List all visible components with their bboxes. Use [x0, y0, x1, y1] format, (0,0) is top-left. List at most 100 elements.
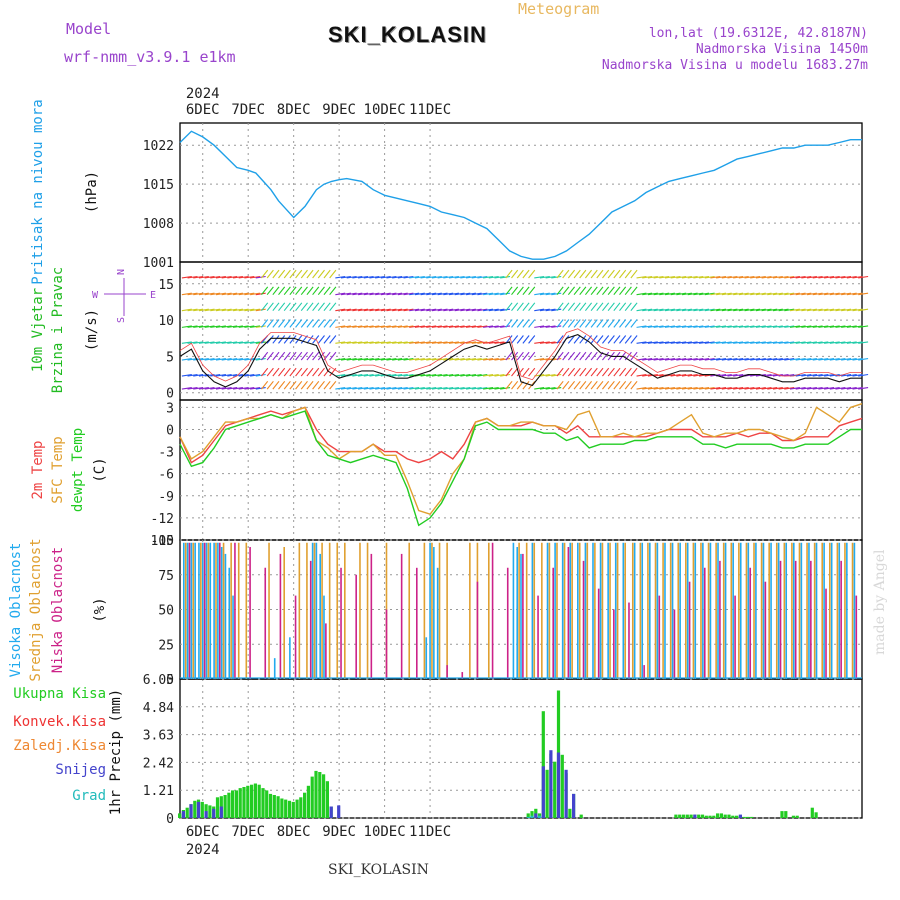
- wind-barb: [789, 387, 800, 390]
- wind-barb: [852, 341, 863, 344]
- wind-barb: [670, 275, 681, 279]
- wind-barb: [664, 341, 675, 344]
- wind-barb: [647, 387, 658, 390]
- wind-barb: [767, 373, 778, 377]
- wind-barb: [778, 308, 789, 312]
- wind-barb: [687, 341, 698, 344]
- wind-barb: [841, 387, 852, 390]
- wind-barb: [772, 308, 783, 312]
- wind-barb: [187, 275, 198, 279]
- y-tick-label: 4.84: [143, 701, 174, 716]
- wind-barb: [767, 275, 778, 279]
- wind-barb: [221, 358, 232, 361]
- wind-barb: [630, 269, 638, 279]
- wind-barb: [477, 308, 488, 312]
- wind-barb: [607, 335, 615, 344]
- wind-barb: [522, 351, 530, 361]
- wind-barb: [437, 275, 448, 279]
- precip-bar-ukupna-kisa: [746, 816, 750, 818]
- wind-barb: [619, 286, 627, 296]
- wind-barb: [437, 292, 448, 296]
- precip-bar-ukupna-kisa: [784, 811, 788, 818]
- precip-bar-ukupna-kisa: [700, 814, 705, 818]
- wind-barb: [443, 275, 454, 279]
- wind-barb: [750, 308, 761, 312]
- wind-barb: [261, 286, 269, 296]
- wind-barb: [767, 341, 778, 344]
- wind-barb: [824, 292, 835, 296]
- wind-barb: [516, 319, 524, 328]
- wind-barb: [516, 302, 524, 312]
- precip-bar-ukupna-kisa: [265, 790, 269, 818]
- pressure-axis-title: Pritisak na nivou mora: [30, 99, 46, 284]
- wind-barb: [494, 387, 505, 390]
- wind-barb: [738, 275, 749, 279]
- wind-barb: [283, 319, 291, 328]
- wind-barb: [852, 358, 863, 361]
- wind-barb: [409, 275, 420, 279]
- wind-barb: [289, 380, 297, 390]
- wind-barb: [488, 308, 499, 312]
- wind-barb: [494, 275, 505, 279]
- y-tick-label: 0: [166, 387, 174, 402]
- wind-barb: [534, 387, 545, 390]
- wind-barb: [289, 367, 297, 377]
- wind-barb: [545, 373, 556, 377]
- wind-barb: [619, 367, 627, 377]
- y-tick-label: -15: [151, 534, 174, 549]
- wind-barb: [573, 286, 581, 296]
- wind-barb: [181, 387, 192, 390]
- precip-bar-snijeg: [329, 806, 333, 818]
- wind-barb: [471, 387, 482, 390]
- wind-barb: [534, 275, 545, 279]
- wind-barb: [693, 358, 704, 361]
- year-label-top: 2024: [186, 86, 220, 102]
- wind-barb: [204, 275, 215, 279]
- wind-barb: [375, 292, 386, 296]
- wind-barb: [448, 325, 459, 328]
- precip-bar-ukupna-kisa: [810, 807, 814, 818]
- wind-barb: [426, 275, 437, 279]
- wind-barb: [772, 325, 783, 328]
- wind-barb: [477, 387, 488, 390]
- wind-barb: [647, 358, 658, 361]
- wind-barb: [772, 387, 783, 390]
- wind-barb: [443, 387, 454, 390]
- wind-barb: [704, 308, 715, 312]
- wind-barb: [266, 319, 274, 328]
- wind-barb: [584, 335, 593, 344]
- y-tick-label: 1022: [143, 139, 174, 154]
- wind-barb: [244, 373, 255, 377]
- wind-barb: [716, 358, 727, 361]
- wind-barb: [721, 358, 732, 361]
- wind-barb: [767, 308, 778, 312]
- wind-barb: [346, 341, 357, 344]
- wind-barb: [215, 325, 226, 328]
- wind-barb: [352, 292, 363, 296]
- wind-barb: [528, 269, 536, 279]
- wind-barb: [500, 292, 511, 296]
- wind-barb: [397, 275, 408, 279]
- wind-barb: [755, 341, 766, 344]
- wind-barb: [630, 286, 638, 296]
- wind-barb: [477, 373, 488, 377]
- wind-barb: [642, 387, 653, 390]
- wind-barb: [522, 367, 530, 377]
- wind-barb: [812, 341, 823, 344]
- wind-barb: [238, 325, 249, 328]
- wind-barb: [357, 387, 369, 390]
- wind-barb: [664, 275, 675, 279]
- wind-barb: [221, 308, 232, 312]
- precip-bar-ukupna-kisa: [322, 774, 326, 818]
- wind-barb: [437, 308, 448, 312]
- wind-barb: [357, 325, 369, 328]
- y-tick-label: 1015: [143, 178, 174, 193]
- wind-barb: [409, 341, 420, 344]
- wind-barb: [852, 292, 863, 296]
- wind-barb: [295, 302, 303, 312]
- wind-barb: [545, 325, 556, 328]
- wind-barb: [414, 275, 425, 279]
- wind-barb: [693, 325, 704, 328]
- wind-barb: [443, 373, 454, 377]
